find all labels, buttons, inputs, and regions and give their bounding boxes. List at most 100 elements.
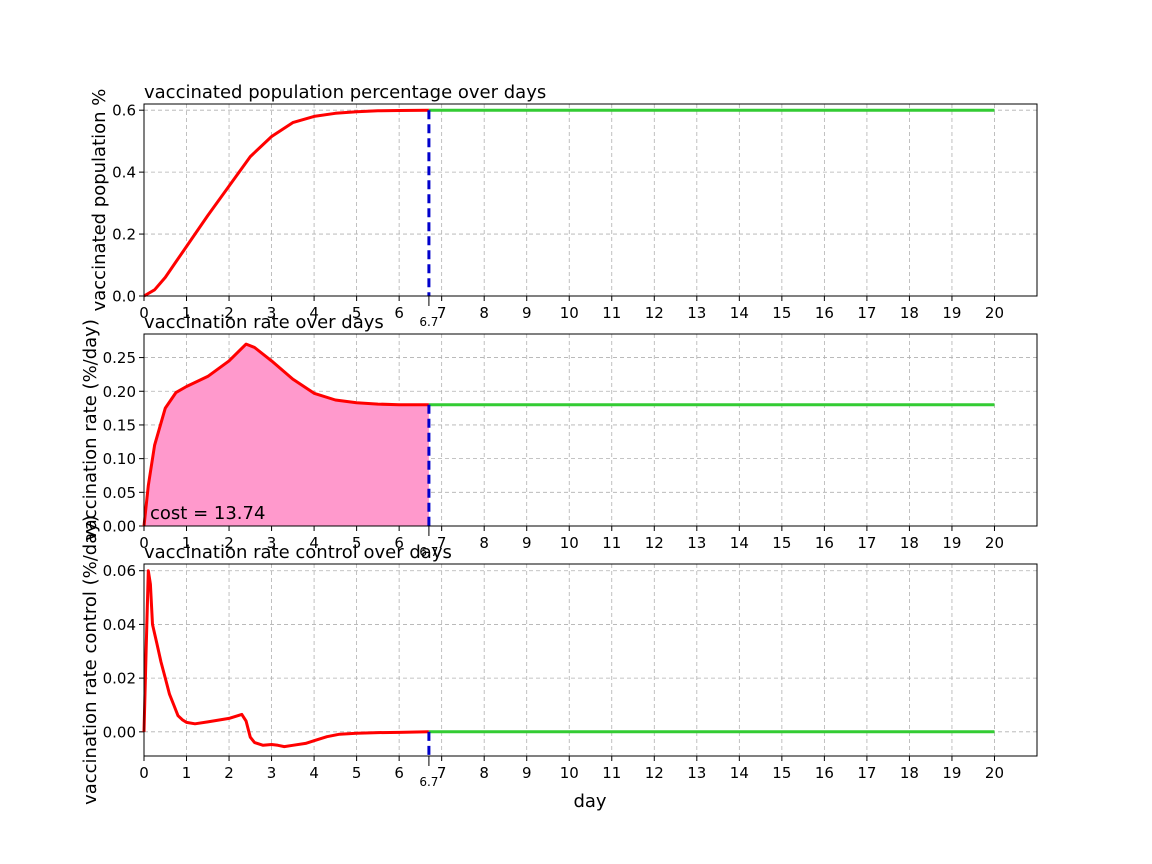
x-tick-label: 9 [522, 764, 532, 782]
x-tick-label: 5 [352, 304, 362, 322]
y-tick-label: 0.02 [103, 670, 136, 688]
x-tick-label: 1 [182, 534, 192, 552]
series-line-red [143, 108, 429, 298]
y-tick-label: 0.15 [103, 416, 136, 434]
x-tick-label: 14 [730, 764, 749, 782]
x-tick-label: 9 [522, 304, 532, 322]
x-tick-label: 13 [687, 764, 706, 782]
x-tick-label: 2 [224, 764, 234, 782]
x-tick-label: 10 [560, 764, 579, 782]
x-axis-label: day [573, 791, 606, 812]
panel-vaccination-rate-control: 0 1 2 3 4 5 6 7 8 9 10 11 12 13 14 15 16 17 18 19 200.000.02… [80, 515, 1038, 812]
x-tick-label: 4 [309, 304, 319, 322]
area-fill [144, 344, 429, 526]
marker-label: 6.7 [419, 775, 438, 789]
x-tick-label: 19 [942, 764, 961, 782]
x-tick-label: 20 [985, 304, 1004, 322]
x-tick-label: 0 [139, 534, 149, 552]
x-tick-label: 8 [479, 534, 489, 552]
x-tick-label: 7 [437, 304, 447, 322]
y-tick-label: 0.2 [112, 226, 136, 244]
x-tick-label: 6 [394, 304, 404, 322]
panel-title: vaccination rate control over days [144, 542, 452, 563]
axes-frame [143, 103, 1038, 297]
y-tick-label: 0.06 [103, 562, 136, 580]
y-tick-label: 0.6 [112, 102, 136, 120]
y-tick-label: 0.04 [103, 616, 136, 634]
x-tick-label: 6 [394, 764, 404, 782]
x-tick-label: 2 [224, 304, 234, 322]
x-tick-label: 5 [352, 764, 362, 782]
x-tick-label: 20 [985, 764, 1004, 782]
x-tick-label: 12 [645, 304, 664, 322]
x-tick-label: 4 [309, 764, 319, 782]
panel-title: vaccination rate over days [144, 312, 384, 333]
x-tick-label: 8 [479, 764, 489, 782]
x-tick-label: 13 [687, 304, 706, 322]
series-line-red [142, 342, 429, 527]
x-tick-label: 15 [772, 304, 791, 322]
axes-frame [143, 563, 1038, 757]
x-tick-label: 0 [139, 764, 149, 782]
panel-vaccination-rate: 0 1 2 3 4 5 6 7 8 9 10 11 12 13 14 15 16 17 18 19 200.000.05… [80, 312, 1038, 559]
x-tick-label: 4 [309, 534, 319, 552]
x-tick-label: 16 [815, 534, 834, 552]
y-tick-label: 0.05 [103, 484, 136, 502]
series-line-red [142, 569, 429, 749]
x-tick-label: 11 [602, 304, 621, 322]
x-tick-label: 17 [857, 304, 876, 322]
y-tick-label: 0.25 [103, 349, 136, 367]
x-tick-label: 12 [645, 534, 664, 552]
panel-vaccinated-population: 0 1 2 3 4 5 6 7 8 9 10 11 12 13 14 15 16 17 18 19 200.00.20.… [89, 82, 1038, 329]
y-tick-label: 0.10 [103, 450, 136, 468]
y-tick-label: 0.20 [103, 383, 136, 401]
x-tick-label: 7 [437, 534, 447, 552]
x-tick-label: 3 [267, 534, 277, 552]
x-tick-label: 1 [182, 764, 192, 782]
marker-label: 6.7 [419, 315, 438, 329]
y-axis-label: vaccination rate (%/day) [80, 319, 101, 541]
y-tick-label: 0.00 [103, 723, 136, 741]
x-tick-label: 18 [900, 534, 919, 552]
axes-frame [143, 333, 1038, 527]
y-tick-label: 0.00 [103, 518, 136, 536]
x-tick-label: 18 [900, 304, 919, 322]
marker-label: 6.7 [419, 545, 438, 559]
x-tick-label: 16 [815, 764, 834, 782]
x-tick-label: 12 [645, 764, 664, 782]
x-tick-label: 17 [857, 534, 876, 552]
x-tick-label: 19 [942, 534, 961, 552]
x-tick-label: 18 [900, 764, 919, 782]
x-tick-label: 17 [857, 764, 876, 782]
x-tick-label: 6 [394, 534, 404, 552]
x-tick-label: 11 [602, 764, 621, 782]
x-tick-label: 10 [560, 304, 579, 322]
x-tick-label: 3 [267, 764, 277, 782]
y-tick-label: 0.0 [112, 288, 136, 306]
grid [143, 564, 1037, 756]
x-tick-label: 2 [224, 534, 234, 552]
x-tick-label: 20 [985, 534, 1004, 552]
x-tick-label: 9 [522, 534, 532, 552]
y-tick-label: 0.4 [112, 164, 136, 182]
x-tick-label: 3 [267, 304, 277, 322]
panel-title: vaccinated population percentage over da… [144, 82, 546, 103]
x-tick-label: 11 [602, 534, 621, 552]
x-tick-label: 14 [730, 534, 749, 552]
x-tick-label: 0 [139, 304, 149, 322]
x-tick-label: 10 [560, 534, 579, 552]
x-tick-label: 15 [772, 534, 791, 552]
x-tick-label: 16 [815, 304, 834, 322]
cost-annotation: cost = 13.74 [150, 503, 265, 524]
x-tick-label: 7 [437, 764, 447, 782]
x-tick-label: 15 [772, 764, 791, 782]
x-tick-label: 14 [730, 304, 749, 322]
x-tick-label: 19 [942, 304, 961, 322]
x-tick-label: 5 [352, 534, 362, 552]
y-axis-label: vaccinated population % [89, 89, 110, 312]
x-tick-label: 8 [479, 304, 489, 322]
y-axis-label: vaccination rate control (%/day) [80, 515, 101, 805]
x-tick-label: 13 [687, 534, 706, 552]
x-tick-label: 1 [182, 304, 192, 322]
